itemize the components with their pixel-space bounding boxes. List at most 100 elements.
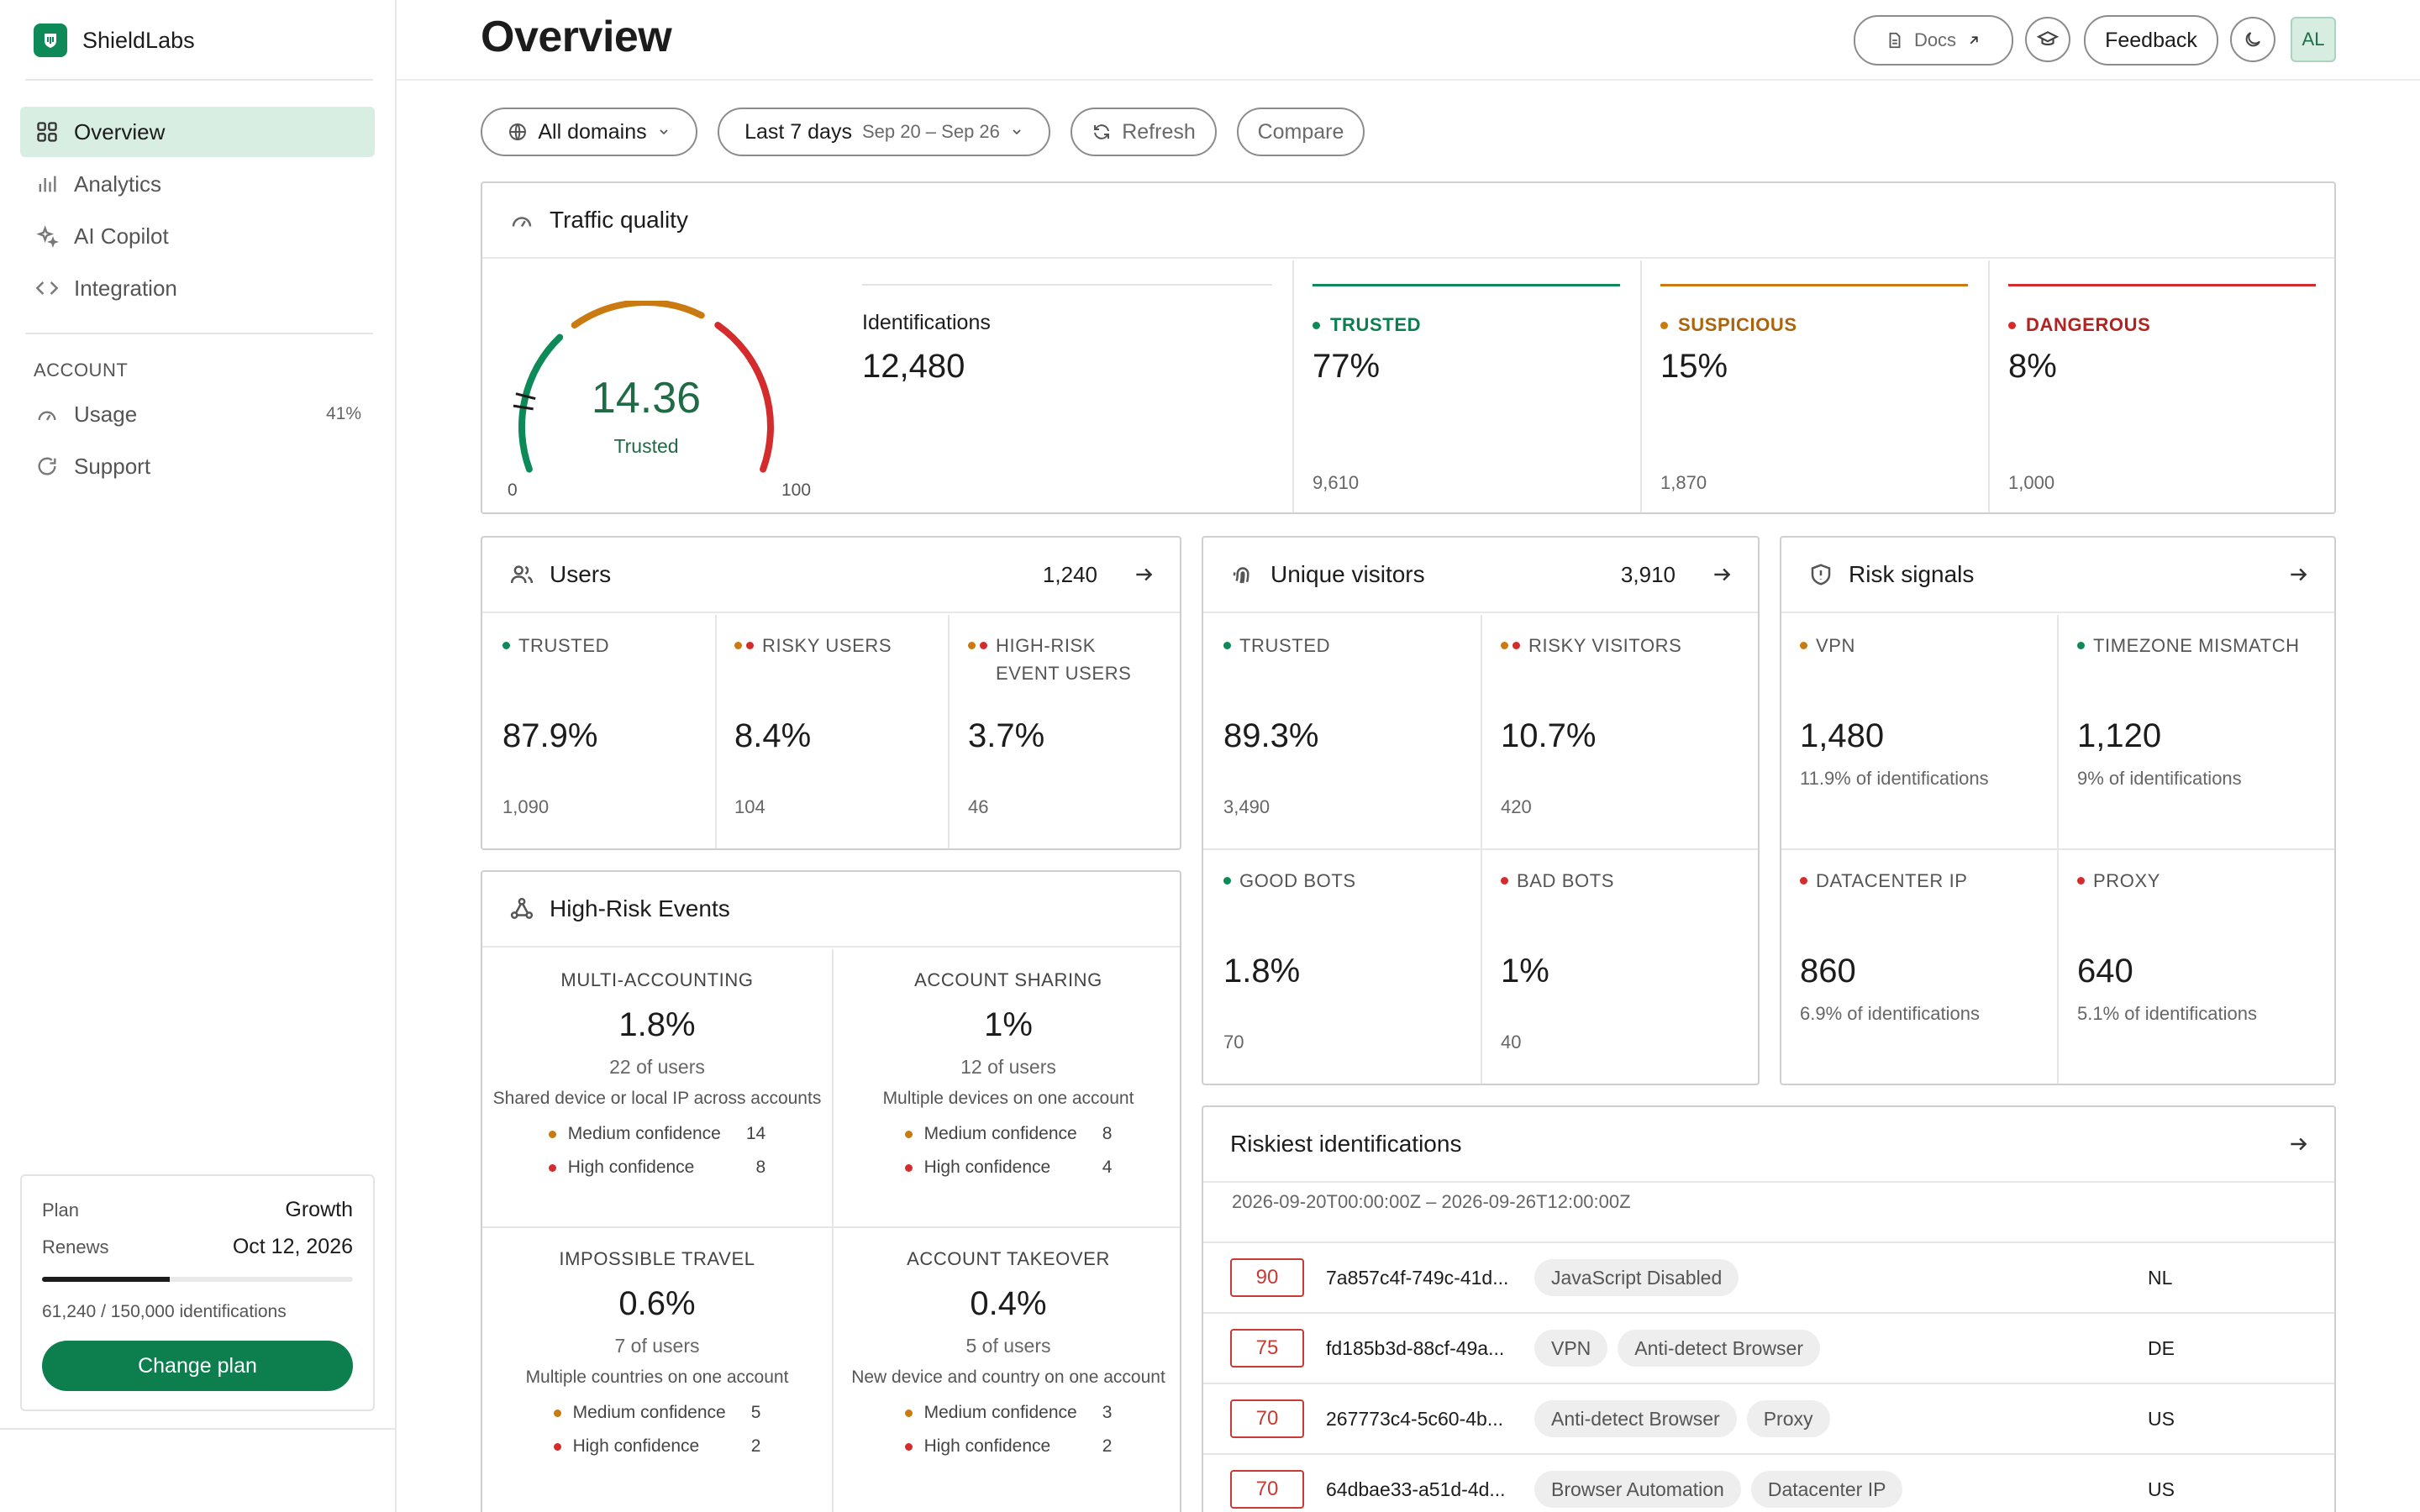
label-text: HIGH-RISK EVENT USERS — [996, 635, 1132, 684]
table-row[interactable]: 70 64dbae33-a51d-4d... Browser Automatio… — [1203, 1453, 2334, 1512]
suspicious-count: 1,870 — [1660, 472, 1707, 493]
plan-card: Plan Growth Renews Oct 12, 2026 61,240 /… — [20, 1174, 375, 1411]
refresh-button[interactable]: Refresh — [1071, 108, 1217, 156]
usage-progress-fill — [42, 1277, 170, 1282]
event-users: 12 of users — [960, 1056, 1056, 1078]
arrow-right-icon[interactable] — [1711, 564, 1733, 585]
docs-button[interactable]: Docs — [1854, 15, 2013, 66]
stat-label: VPN — [1800, 632, 2049, 659]
table-row[interactable]: 70 267773c4-5c60-4b... Anti-detect Brows… — [1203, 1383, 2334, 1453]
stat-value: 8.4% — [734, 717, 812, 754]
high-confidence-count: 8 — [755, 1158, 766, 1177]
date-range-label: Last 7 days — [744, 119, 852, 144]
event-label: IMPOSSIBLE TRAVEL — [559, 1248, 755, 1269]
multi-accounting-event: MULTI-ACCOUNTING 1.8% 22 of users Shared… — [482, 969, 832, 1178]
high-confidence-count: 2 — [1102, 1436, 1113, 1456]
timezone-mismatch-signal: TIMEZONE MISMATCH 1,120 9% of identifica… — [2077, 632, 2329, 789]
network-icon — [510, 897, 534, 919]
learn-button[interactable] — [2025, 17, 2070, 62]
trusted-dot-icon — [1313, 321, 1320, 329]
riskiest-date-range: 2026-09-20T00:00:00Z – 2026-09-26T12:00:… — [1232, 1191, 1631, 1212]
visitors-count: 3,910 — [1620, 561, 1676, 587]
domain-filter[interactable]: All domains — [481, 108, 697, 156]
sidebar-item-integration[interactable]: Integration — [20, 263, 375, 313]
stat-count: 46 — [968, 796, 989, 817]
stat-label: TRUSTED — [1223, 632, 1467, 659]
confidence-breakdown: Medium confidence 14 High confidence 8 — [482, 1124, 832, 1178]
users-count: 1,240 — [1042, 561, 1097, 587]
signal-sub: 9% of identifications — [2077, 768, 2242, 789]
confidence-breakdown: Medium confidence 3 High confidence 2 — [834, 1403, 1180, 1457]
event-description: Multiple countries on one account — [525, 1368, 789, 1387]
medium-confidence-count: 14 — [745, 1124, 766, 1143]
brand[interactable]: ShieldLabs — [34, 24, 195, 57]
trust-gauge-arc — [513, 301, 774, 473]
card-header[interactable]: Unique visitors 3,910 — [1203, 538, 1758, 613]
high-confidence-label: High confidence — [553, 1436, 726, 1457]
table-row[interactable]: 90 7a857c4f-749c-41d... JavaScript Disab… — [1203, 1242, 2334, 1312]
sidebar-item-label: Analytics — [74, 171, 162, 197]
signal-tag: Anti-detect Browser — [1618, 1330, 1820, 1367]
gauge-icon — [512, 217, 532, 228]
divider — [2057, 615, 2059, 1084]
avatar[interactable]: AL — [2291, 17, 2336, 62]
medium-confidence-count: 5 — [750, 1403, 761, 1422]
date-range-filter[interactable]: Last 7 days Sep 20 – Sep 26 — [718, 108, 1050, 156]
sidebar-item-ai-copilot[interactable]: AI Copilot — [20, 211, 375, 261]
label-text: TRUSTED — [518, 635, 610, 656]
signal-tag: Datacenter IP — [1750, 1471, 1903, 1508]
impossible-travel-event: IMPOSSIBLE TRAVEL 0.6% 7 of users Multip… — [482, 1248, 832, 1457]
identification-link[interactable]: 64dbae33-a51d-4d... — [1326, 1478, 1506, 1500]
theme-toggle-button[interactable] — [2230, 17, 2275, 62]
trusted-pct: 77% — [1313, 348, 1381, 385]
stat-label: DATACENTER IP — [1800, 867, 2049, 895]
sidebar-item-support[interactable]: Support — [20, 441, 375, 491]
traffic-quality-card: Traffic quality 14.36 Trusted 0 100 Iden… — [481, 181, 2336, 514]
grid-icon — [37, 122, 57, 142]
country-code: DE — [2148, 1336, 2175, 1359]
card-header: High-Risk Events — [482, 872, 1180, 948]
confidence-breakdown: Medium confidence 8 High confidence 4 — [834, 1124, 1180, 1178]
sidebar-item-overview[interactable]: Overview — [20, 107, 375, 157]
divider — [1481, 615, 1482, 1084]
visitors-trusted-stat: TRUSTED 89.3% 3,490 — [1223, 632, 1467, 817]
sidebar-item-label: AI Copilot — [74, 223, 169, 249]
arrow-right-icon[interactable] — [1133, 564, 1155, 585]
event-pct: 0.6% — [618, 1285, 696, 1322]
datacenter-ip-signal: DATACENTER IP 860 6.9% of identification… — [1800, 867, 2049, 1024]
plan-row: Plan Growth — [42, 1198, 353, 1222]
signal-sub: 5.1% of identifications — [2077, 1003, 2258, 1024]
dangerous-label: DANGEROUS — [2008, 314, 2150, 336]
change-plan-button[interactable]: Change plan — [42, 1341, 353, 1391]
sidebar-item-usage[interactable]: Usage 41% — [20, 389, 375, 439]
event-description: Multiple devices on one account — [882, 1089, 1134, 1108]
sidebar-divider — [0, 1428, 395, 1430]
dangerous-dot-icon — [2008, 321, 2016, 329]
arrow-right-icon[interactable] — [2287, 1133, 2309, 1155]
feedback-button[interactable]: Feedback — [2084, 15, 2218, 66]
label-text: TRUSTED — [1239, 635, 1331, 656]
stat-label: GOOD BOTS — [1223, 867, 1467, 895]
account-takeover-event: ACCOUNT TAKEOVER 0.4% 5 of users New dev… — [834, 1248, 1180, 1457]
domain-filter-label: All domains — [538, 119, 647, 144]
compare-button[interactable]: Compare — [1237, 108, 1365, 156]
table-row[interactable]: 75 fd185b3d-88cf-49a... VPN Anti-detect … — [1203, 1312, 2334, 1383]
riskiest-identifications-card: Riskiest identifications 2026-09-20T00:0… — [1202, 1105, 2336, 1512]
card-header[interactable]: Users 1,240 — [482, 538, 1180, 613]
event-description: Shared device or local IP across account… — [492, 1089, 822, 1108]
medium-confidence-label: Medium confidence — [553, 1403, 726, 1423]
divider — [715, 615, 717, 848]
card-header[interactable]: Riskiest identifications — [1203, 1107, 2334, 1183]
compare-label: Compare — [1257, 119, 1344, 144]
signal-value: 640 — [2077, 953, 2133, 990]
arrow-right-icon[interactable] — [2287, 564, 2309, 585]
identification-link[interactable]: fd185b3d-88cf-49a... — [1326, 1336, 1505, 1359]
high-risk-events-card: High-Risk Events MULTI-ACCOUNTING 1.8% 2… — [481, 870, 1181, 1512]
card-header[interactable]: Risk signals — [1781, 538, 2334, 613]
trusted-dot-icon — [1223, 642, 1231, 649]
identification-link[interactable]: 7a857c4f-749c-41d... — [1326, 1266, 1509, 1289]
identification-link[interactable]: 267773c4-5c60-4b... — [1326, 1407, 1503, 1430]
divider — [482, 1226, 1180, 1228]
sidebar-item-analytics[interactable]: Analytics — [20, 159, 375, 209]
page-title: Overview — [481, 13, 672, 61]
